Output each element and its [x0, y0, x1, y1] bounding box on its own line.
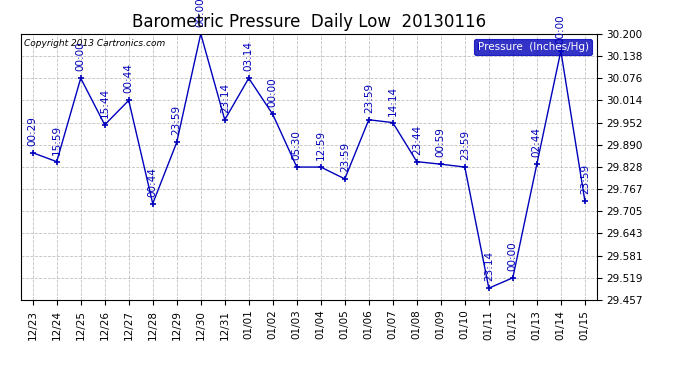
Text: 05:30: 05:30 [292, 130, 302, 160]
Text: 00:59: 00:59 [436, 128, 446, 157]
Pressure  (Inches/Hg) [77, 76, 85, 80]
Text: 23:44: 23:44 [412, 124, 422, 155]
Pressure  (Inches/Hg) [364, 117, 373, 122]
Text: 00:00: 00:00 [508, 241, 518, 271]
Pressure  (Inches/Hg) [317, 165, 325, 169]
Pressure  (Inches/Hg) [148, 201, 157, 206]
Pressure  (Inches/Hg) [484, 286, 493, 290]
Text: 12:59: 12:59 [316, 130, 326, 160]
Pressure  (Inches/Hg) [461, 165, 469, 169]
Text: 00:44: 00:44 [124, 64, 134, 93]
Text: 15:44: 15:44 [100, 88, 110, 118]
Text: 02:44: 02:44 [532, 127, 542, 157]
Pressure  (Inches/Hg) [341, 177, 349, 181]
Pressure  (Inches/Hg) [509, 276, 517, 280]
Pressure  (Inches/Hg) [172, 140, 181, 145]
Pressure  (Inches/Hg) [197, 32, 205, 36]
Text: 23:14: 23:14 [219, 82, 230, 113]
Text: Copyright 2013 Cartronics.com: Copyright 2013 Cartronics.com [23, 39, 165, 48]
Pressure  (Inches/Hg) [125, 98, 133, 103]
Pressure  (Inches/Hg) [101, 123, 109, 127]
Text: 00:29: 00:29 [28, 116, 38, 146]
Text: 15:59: 15:59 [52, 124, 61, 155]
Text: 00:00: 00:00 [556, 14, 566, 44]
Pressure  (Inches/Hg) [52, 159, 61, 164]
Pressure  (Inches/Hg) [437, 162, 445, 166]
Pressure  (Inches/Hg) [268, 112, 277, 117]
Pressure  (Inches/Hg) [533, 162, 541, 166]
Text: 23:59: 23:59 [172, 105, 181, 135]
Text: 14:14: 14:14 [388, 86, 398, 116]
Pressure  (Inches/Hg) [293, 165, 301, 169]
Pressure  (Inches/Hg) [221, 117, 229, 122]
Text: 23:59: 23:59 [460, 130, 470, 160]
Text: 23:59: 23:59 [580, 164, 590, 194]
Text: 23:59: 23:59 [339, 142, 350, 172]
Pressure  (Inches/Hg) [581, 198, 589, 203]
Title: Barometric Pressure  Daily Low  20130116: Barometric Pressure Daily Low 20130116 [132, 13, 486, 31]
Pressure  (Inches/Hg) [28, 150, 37, 155]
Text: 00:00: 00:00 [268, 78, 278, 107]
Pressure  (Inches/Hg) [388, 120, 397, 125]
Text: 00:00: 00:00 [196, 0, 206, 27]
Pressure  (Inches/Hg) [413, 159, 421, 164]
Pressure  (Inches/Hg) [245, 76, 253, 80]
Text: 03:14: 03:14 [244, 41, 254, 71]
Pressure  (Inches/Hg) [557, 49, 565, 53]
Text: 23:14: 23:14 [484, 251, 494, 281]
Line: Pressure  (Inches/Hg): Pressure (Inches/Hg) [29, 30, 589, 292]
Text: 00:00: 00:00 [76, 42, 86, 71]
Text: 23:59: 23:59 [364, 82, 374, 113]
Legend: Pressure  (Inches/Hg): Pressure (Inches/Hg) [475, 39, 591, 55]
Text: 00:44: 00:44 [148, 167, 158, 196]
